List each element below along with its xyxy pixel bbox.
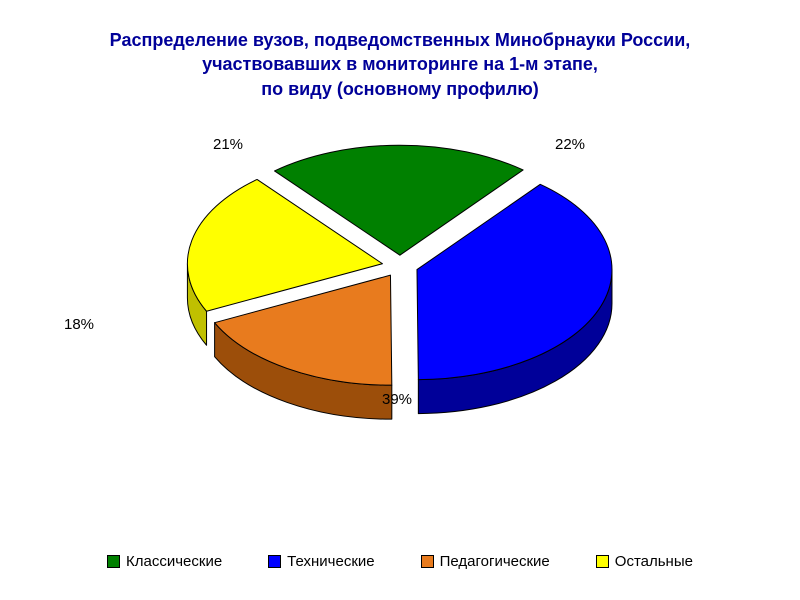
chart-title: Распределение вузов, подведомственных Ми… [0, 0, 800, 101]
title-line-1: Распределение вузов, подведомственных Ми… [110, 30, 691, 50]
legend-swatch-3 [596, 555, 609, 568]
legend-swatch-2 [421, 555, 434, 568]
chart-legend: Классические Технические Педагогические … [0, 553, 800, 570]
slice-label-3: 21% [213, 136, 243, 153]
legend-item-0: Классические [107, 553, 222, 570]
legend-item-2: Педагогические [421, 553, 550, 570]
title-line-3: по виду (основному профилю) [261, 79, 539, 99]
legend-label-2: Педагогические [440, 553, 550, 570]
legend-label-1: Технические [287, 553, 374, 570]
slice-label-1: 39% [382, 391, 412, 408]
slice-label-0: 22% [555, 136, 585, 153]
legend-swatch-0 [107, 555, 120, 568]
chart-area: 22% 39% 18% 21% [0, 101, 800, 481]
legend-label-0: Классические [126, 553, 222, 570]
legend-label-3: Остальные [615, 553, 693, 570]
slice-label-2: 18% [64, 316, 94, 333]
legend-item-1: Технические [268, 553, 374, 570]
legend-swatch-1 [268, 555, 281, 568]
pie-chart-svg [0, 101, 800, 481]
title-line-2: участвовавших в мониторинге на 1-м этапе… [202, 54, 598, 74]
legend-item-3: Остальные [596, 553, 693, 570]
